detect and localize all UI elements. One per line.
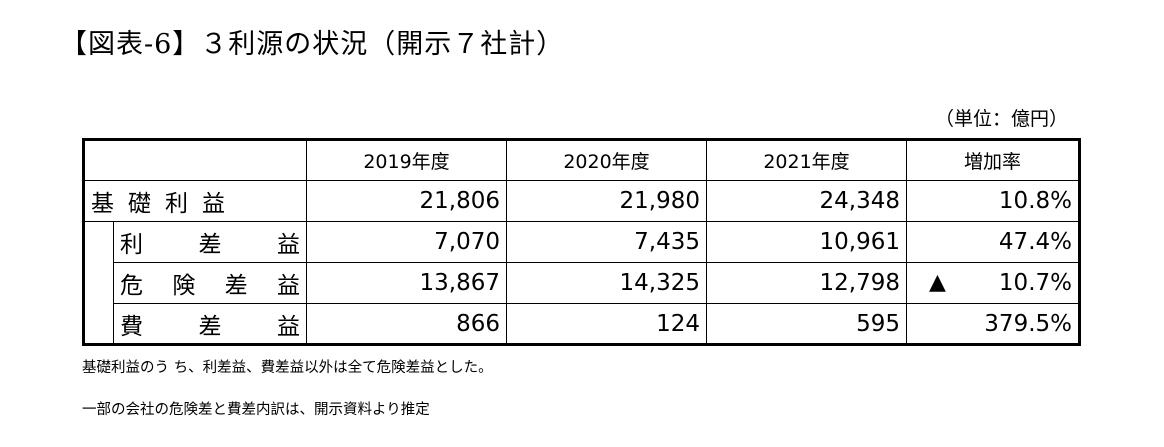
row-label-kiso: 基礎利益 [83,180,307,222]
cell-rate: 10.8% [906,180,1080,222]
label-char: 差 [224,273,248,299]
cell-rate: 47.4% [906,221,1080,263]
indent-gutter [83,221,114,263]
cell-value: 21,806 [306,180,507,222]
label-char: 差 [198,232,222,258]
cell-value: 14,325 [506,262,707,304]
cell-value: 12,798 [706,262,907,304]
cell-value: 21,980 [506,180,707,222]
header-growth-rate: 増加率 [906,139,1080,181]
label-char: 費 [120,313,143,340]
cell-value: 7,435 [506,221,707,263]
triangle-up-icon: ▲ [929,270,946,295]
page-title: 【図表-6】３利源の状況（開示７社計） [60,29,565,60]
profit-sources-table: 2019年度 2020年度 2021年度 増加率 基礎利益 21,806 21,… [82,138,1081,346]
cell-value: 124 [506,303,707,345]
label-char: 益 [277,313,300,340]
header-2019: 2019年度 [306,139,507,181]
table-row: 費 差 益 866 124 595 379.5% [83,303,1080,345]
footnote-2: 一部の会社の危険差と費差内訳は、開示資料より推定 [82,402,430,418]
cell-rate: ▲ 10.7% [906,262,1080,304]
cell-value: 866 [306,303,507,345]
label-char: 利 [120,232,143,258]
cell-value: 10,961 [706,221,907,263]
footnote-1: 基礎利益のう ち、利差益、費差益以外は全て危険差益とした。 [82,360,493,376]
cell-value: 13,867 [306,262,507,304]
table-row: 利 差 益 7,070 7,435 10,961 47.4% [83,221,1080,263]
label-char: 益 [277,232,300,258]
label-char: 益 [276,273,300,299]
row-label-text: 基礎利益 [91,191,239,217]
table-row: 基礎利益 21,806 21,980 24,348 10.8% [83,180,1080,222]
table-row: 危 険 差 益 13,867 14,325 12,798 ▲ 10.7% [83,262,1080,304]
indent-gutter [83,303,114,345]
header-empty-cell [83,139,307,181]
unit-label: （単位：億円） [935,108,1069,130]
rate-text: 10.7% [998,270,1072,296]
table-header-row: 2019年度 2020年度 2021年度 増加率 [83,139,1080,181]
cell-value: 595 [706,303,907,345]
row-label-kiken: 危 険 差 益 [113,262,307,304]
row-label-risa: 利 差 益 [113,221,307,263]
row-label-hisa: 費 差 益 [113,303,307,345]
indent-gutter [83,262,114,304]
label-char: 険 [172,273,196,299]
header-2020: 2020年度 [506,139,707,181]
cell-value: 7,070 [306,221,507,263]
label-char: 差 [198,313,222,340]
cell-rate: 379.5% [906,303,1080,345]
label-char: 危 [120,273,143,299]
cell-value: 24,348 [706,180,907,222]
header-2021: 2021年度 [706,139,907,181]
